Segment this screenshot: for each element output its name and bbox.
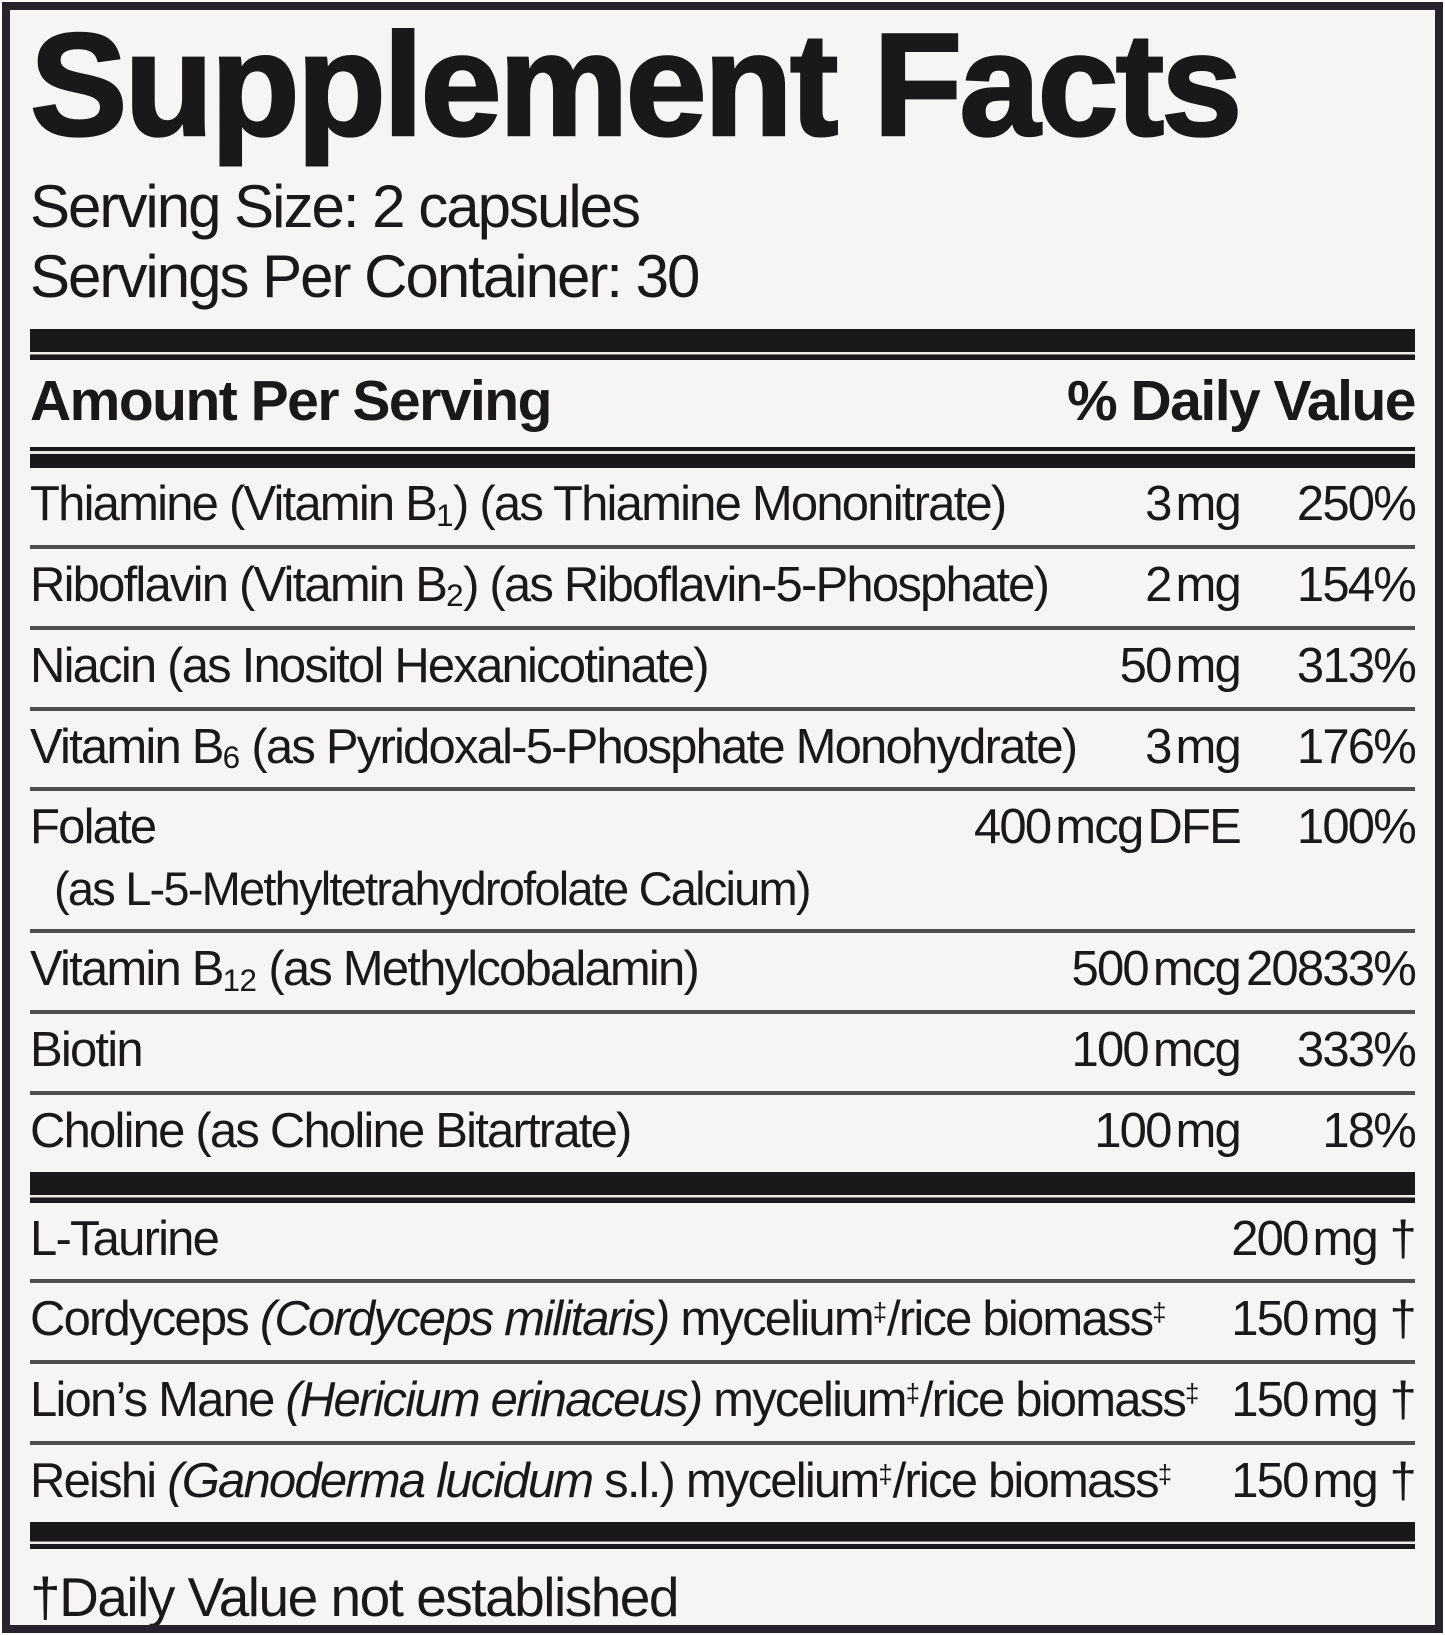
daily-value-dagger: † xyxy=(1389,1373,1417,1428)
daily-value-dagger: † xyxy=(1389,1292,1417,1347)
serving-size-text: Serving Size: 2 capsules xyxy=(30,173,641,240)
nutrient-row: Biotin 100 mcg 333% xyxy=(30,1009,1417,1091)
nutrient-amount: 2 mg xyxy=(1145,557,1242,612)
amount-per-serving-header: Amount Per Serving xyxy=(30,369,552,434)
table-header-row: Amount Per Serving % Daily Value xyxy=(30,360,1417,447)
nutrient-row: Folate (as L-5-Methyltetrahydrofolate Cal… xyxy=(30,787,1417,929)
daily-value-dagger: † xyxy=(1389,1211,1417,1266)
thick-divider-under-header xyxy=(30,446,1415,468)
nutrient-amount: 100 mg xyxy=(1094,1103,1242,1158)
nutrient-row: Cordyceps (Cordyceps militaris) mycelium… xyxy=(30,1279,1417,1360)
daily-value-footnote: †Daily Value not established xyxy=(30,1566,679,1629)
nutrient-amount: 400 mcg DFE xyxy=(973,800,1242,855)
nutrient-amount: 3 mg xyxy=(1145,476,1242,531)
nutrient-name: Thiamine (Vitamin B1) (as Thiamine Monon… xyxy=(30,476,1007,533)
nutrient-daily-value: 154% xyxy=(1296,557,1417,612)
nutrient-daily-value: 313% xyxy=(1296,638,1417,693)
daily-value-dagger: † xyxy=(1389,1454,1417,1509)
nutrient-daily-value: 100% xyxy=(1296,800,1417,855)
nutrient-name: Choline (as Choline Bitartrate) xyxy=(30,1103,632,1158)
servings-per-container-text: Servings Per Container: 30 xyxy=(30,242,700,310)
thick-divider-top xyxy=(30,329,1415,361)
nutrient-row: Vitamin B6 (as Pyridoxal-5-Phosphate Mon… xyxy=(30,706,1417,788)
nutrient-name: Niacin (as Inositol Hexanicotinate) xyxy=(30,638,710,693)
nutrient-name: Reishi (Ganoderma lucidum s.l.) mycelium… xyxy=(30,1454,1172,1509)
nutrient-row: Riboflavin (Vitamin B2) (as Riboflavin-5… xyxy=(30,544,1417,626)
nutrient-name: Vitamin B6 (as Pyridoxal-5-Phosphate Mon… xyxy=(30,719,1078,776)
nutrient-daily-value: 250% xyxy=(1296,476,1417,531)
nutrient-daily-value: 20833% xyxy=(1245,941,1417,996)
nutrient-name: Riboflavin (Vitamin B2) (as Riboflavin-5… xyxy=(30,557,1050,614)
nutrient-row: Choline (as Choline Bitartrate) 100 mg 18% xyxy=(30,1090,1417,1172)
nutrient-row: L-Taurine 200 mg † xyxy=(30,1203,1417,1280)
nutrient-amount: 50 mg xyxy=(1119,638,1242,693)
nutrient-amount: 3 mg xyxy=(1145,719,1242,774)
nutrient-amount: 150 mg xyxy=(1231,1454,1379,1509)
nutrient-name-second-line: (as L-5-Methyltetrahydrofolate Calcium) xyxy=(54,862,812,916)
nutrient-row: Lion’s Mane (Hericium erinaceus) myceliu… xyxy=(30,1360,1417,1441)
nutrient-name: Folate (as L-5-Methyltetrahydrofolate Cal… xyxy=(30,800,974,916)
nutrient-row: Niacin (as Inositol Hexanicotinate) 50 mg… xyxy=(30,625,1417,707)
nutrient-daily-value: 176% xyxy=(1296,719,1417,774)
daily-value-header: % Daily Value xyxy=(1066,369,1417,434)
nutrient-daily-value: 333% xyxy=(1296,1022,1417,1077)
nutrient-amount: 500 mcg xyxy=(1071,941,1242,996)
panel-title: Supplement Facts xyxy=(29,3,1244,166)
nutrient-amount: 150 mg xyxy=(1231,1373,1379,1428)
thick-divider-bottom xyxy=(30,1522,1415,1550)
botanical-rows-section: L-Taurine 200 mg † Cordyceps (Cordyceps mil… xyxy=(30,1203,1417,1523)
nutrient-name: Lion’s Mane (Hericium erinaceus) myceliu… xyxy=(30,1373,1200,1428)
vitamin-rows-section: Thiamine (Vitamin B1) (as Thiamine Monon… xyxy=(30,468,1417,1172)
nutrient-amount: 100 mcg xyxy=(1071,1022,1242,1077)
nutrient-name: Biotin xyxy=(30,1022,144,1077)
nutrient-name: Cordyceps (Cordyceps militaris) mycelium… xyxy=(30,1292,1167,1347)
nutrient-amount: 150 mg xyxy=(1231,1292,1379,1347)
nutrient-row: Reishi (Ganoderma lucidum s.l.) mycelium… xyxy=(30,1441,1417,1522)
nutrient-name: L-Taurine xyxy=(30,1211,220,1266)
thick-divider-middle xyxy=(30,1171,1415,1203)
nutrient-row: Vitamin B12 (as Methylcobalamin) 500 mcg 2… xyxy=(30,928,1417,1010)
nutrient-daily-value: 18% xyxy=(1322,1103,1416,1158)
serving-info: Serving Size: 2 capsules Servings Per Co… xyxy=(30,172,1415,311)
nutrient-amount: 200 mg xyxy=(1231,1211,1379,1266)
nutrient-name: Vitamin B12 (as Methylcobalamin) xyxy=(30,941,700,998)
nutrient-row: Thiamine (Vitamin B1) (as Thiamine Monon… xyxy=(30,468,1417,545)
